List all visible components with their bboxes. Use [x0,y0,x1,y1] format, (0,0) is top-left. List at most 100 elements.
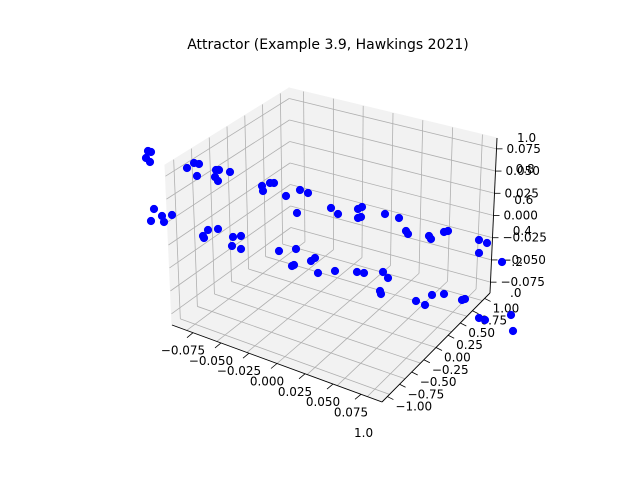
scatter-point [146,147,156,157]
scatter-point [167,210,177,220]
scatter-point [203,225,213,235]
grid-line [165,98,290,177]
z-underlay-tick-label: 0.6 [514,193,533,207]
scatter-point [310,253,320,263]
scatter-point [480,315,490,325]
scatter-point [460,294,470,304]
scatter-point [303,188,313,198]
x-tick-label: −0.025 [217,364,261,378]
scatter-point [295,185,305,195]
x-tick-mark [326,383,334,390]
grid-line [231,281,437,348]
scatter-point [146,216,156,226]
chart-title: Attractor (Example 3.9, Hawkings 2021) [187,37,469,53]
grid-line [336,280,448,386]
z-tick-label: 0.050 [506,164,540,178]
y-tick-label: 1.00 [493,301,520,315]
grid-line [289,162,494,216]
y-tick-label: 0.50 [468,326,495,340]
grid-line [475,134,483,290]
x-tick-label: −0.075 [161,344,205,358]
scatter-point [149,204,159,214]
x-tick-label: −0.050 [189,354,233,368]
x-tick-label: 0.025 [278,385,312,399]
scatter-point [439,289,449,299]
scatter-point [192,171,202,181]
grid-lines [165,91,497,397]
grid-line [289,141,495,194]
grid-line [279,93,284,245]
scatter-point [145,157,155,167]
scatter-point [352,267,362,277]
grid-line [168,162,291,246]
y-tick-mark [460,322,467,327]
scatter-point [281,191,291,201]
scatter-point [420,300,430,310]
scatter-point [258,186,268,196]
scatter-point [227,241,237,251]
y-tick-mark [472,310,479,315]
scatter-point [359,268,369,278]
scatter-point [198,231,208,241]
z-underlay-tick-label: 1.0 [517,131,536,145]
scatter-point [411,296,421,306]
scatter-point [228,232,238,242]
scatter-point [313,268,323,278]
grid-line [367,288,477,397]
z-axis-ticks: −0.075 −0.050 −0.025 0.000 0.025 0.050 0.075 .0… [490,131,547,300]
grid-line [166,119,290,200]
y-tick-mark [447,334,455,339]
grid-line [262,104,267,257]
grid-line [306,273,420,375]
z-tick-label: 0.025 [505,186,539,200]
x-tick-mark [214,342,222,349]
grid-line [418,120,424,274]
scatter-point [506,310,516,320]
x-tick-mark [270,363,278,369]
scatter-point [394,213,404,223]
y-tick-mark [411,371,418,376]
x-tick-mark [298,373,306,380]
grid-line [447,127,454,282]
scatter-point [497,257,507,267]
z-tick-label: −0.025 [502,231,546,245]
x-tick-label: 0.050 [306,395,340,409]
y-tick-label: −0.25 [432,363,469,377]
scatter-point [508,326,518,336]
scatter-point [269,178,279,188]
scatter-point [427,290,437,300]
y-tick-mark [399,383,406,388]
x-tick-mark [354,393,362,400]
scatter-point [330,266,340,276]
scatter-points [141,146,518,336]
scatter-point [443,226,453,236]
y-tick-label: −1.00 [395,400,432,414]
scatter-point [213,176,223,186]
scatter-point [236,231,246,241]
scatter-point [236,244,246,254]
scatter-point [356,212,366,222]
y-tick-mark [435,347,443,351]
scatter-point [194,159,204,169]
z-underlay-tick-label: .2 [511,255,522,269]
z-tick-label: −0.075 [500,275,544,289]
scatter-point [214,165,224,175]
scatter-point [403,229,413,239]
x-tick-mark [186,332,194,339]
scatter-point [482,238,492,248]
scatter-point [292,208,302,218]
scatter-point [378,267,388,277]
scatter-point [474,235,484,245]
y-tick-mark [484,298,491,302]
grid-line [289,98,497,150]
y-tick-label: 0.00 [444,351,471,365]
x-tick-label: 0.075 [334,405,368,419]
y-tick-label: −0.50 [420,375,457,389]
scatter-point [380,209,390,219]
x-tick-mark [242,352,250,359]
scatter-point [182,163,192,173]
z-underlay-tick-label: 0.4 [513,224,532,238]
